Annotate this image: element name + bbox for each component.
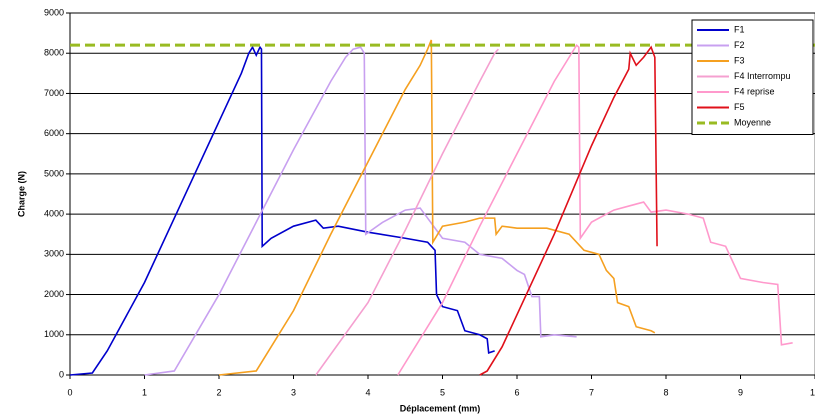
y-tick-label: 7000	[44, 88, 64, 98]
x-tick-label: 4	[365, 387, 370, 397]
x-axis-title: Déplacement (mm)	[400, 403, 481, 413]
x-tick-label: 6	[514, 387, 519, 397]
legend-label: F1	[734, 24, 745, 34]
y-tick-label: 8000	[44, 48, 64, 58]
y-tick-label: 4000	[44, 208, 64, 218]
y-axis-title: Charge (N)	[16, 171, 26, 217]
x-tick-label: 10	[810, 387, 815, 397]
x-tick-label: 7	[589, 387, 594, 397]
x-tick-label: 8	[663, 387, 668, 397]
series-line	[144, 46, 577, 376]
series-line	[69, 45, 495, 376]
x-tick-label: 1	[142, 387, 147, 397]
y-tick-label: 5000	[44, 168, 64, 178]
y-tick-label: 6000	[44, 128, 64, 138]
y-tick-label: 2000	[44, 289, 64, 299]
x-tick-label: 3	[291, 387, 296, 397]
legend-label: F4 reprise	[734, 86, 775, 96]
legend-label: F3	[734, 55, 745, 65]
legend-label: F2	[734, 40, 745, 50]
series-line	[397, 43, 793, 376]
series-line	[218, 39, 656, 376]
y-tick-label: 0	[59, 369, 64, 379]
y-tick-label: 3000	[44, 249, 64, 259]
x-tick-label: 9	[738, 387, 743, 397]
x-tick-label: 0	[67, 387, 72, 397]
legend-label: F4 Interrompu	[734, 71, 791, 81]
y-tick-label: 9000	[44, 7, 64, 17]
series-line	[315, 48, 499, 376]
plot-area	[69, 12, 815, 376]
x-tick-label: 2	[216, 387, 221, 397]
y-tick-label: 1000	[44, 329, 64, 339]
legend-label: F5	[734, 102, 745, 112]
legend-label: Moyenne	[734, 117, 771, 127]
series-line	[479, 45, 658, 376]
x-tick-label: 5	[440, 387, 445, 397]
